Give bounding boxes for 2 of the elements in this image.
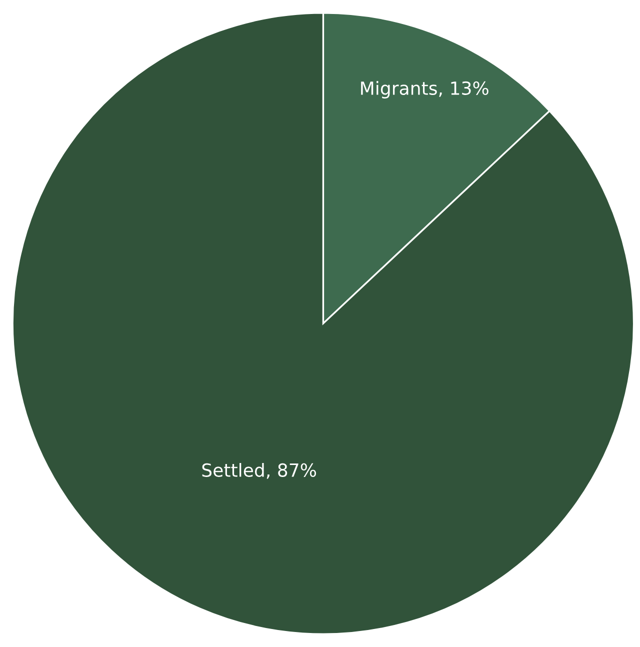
slice-label: Settled, 87% [202, 462, 316, 479]
slice-label: Migrants, 13% [361, 81, 488, 98]
